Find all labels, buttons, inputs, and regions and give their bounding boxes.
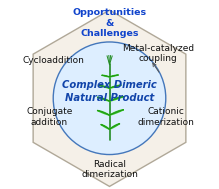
Polygon shape xyxy=(101,125,110,129)
Text: Metal-catalyzed
coupling: Metal-catalyzed coupling xyxy=(122,43,194,63)
Text: Conjugate
addition: Conjugate addition xyxy=(26,107,73,127)
Polygon shape xyxy=(110,75,118,77)
Polygon shape xyxy=(33,10,186,186)
Polygon shape xyxy=(110,110,124,115)
Polygon shape xyxy=(102,75,110,77)
Polygon shape xyxy=(97,110,110,115)
Polygon shape xyxy=(97,97,110,101)
Text: Opportunities
&
Challenges: Opportunities & Challenges xyxy=(72,8,147,38)
Polygon shape xyxy=(110,97,124,101)
Text: Cycloaddition: Cycloaddition xyxy=(22,56,84,65)
Circle shape xyxy=(53,42,166,155)
Polygon shape xyxy=(110,124,120,129)
Text: Cationic
dimerization: Cationic dimerization xyxy=(137,107,194,127)
Text: Complex Dimeric
Natural Product: Complex Dimeric Natural Product xyxy=(62,81,157,103)
Polygon shape xyxy=(99,85,110,88)
Polygon shape xyxy=(110,85,121,88)
Text: Radical
dimerization: Radical dimerization xyxy=(81,160,138,179)
